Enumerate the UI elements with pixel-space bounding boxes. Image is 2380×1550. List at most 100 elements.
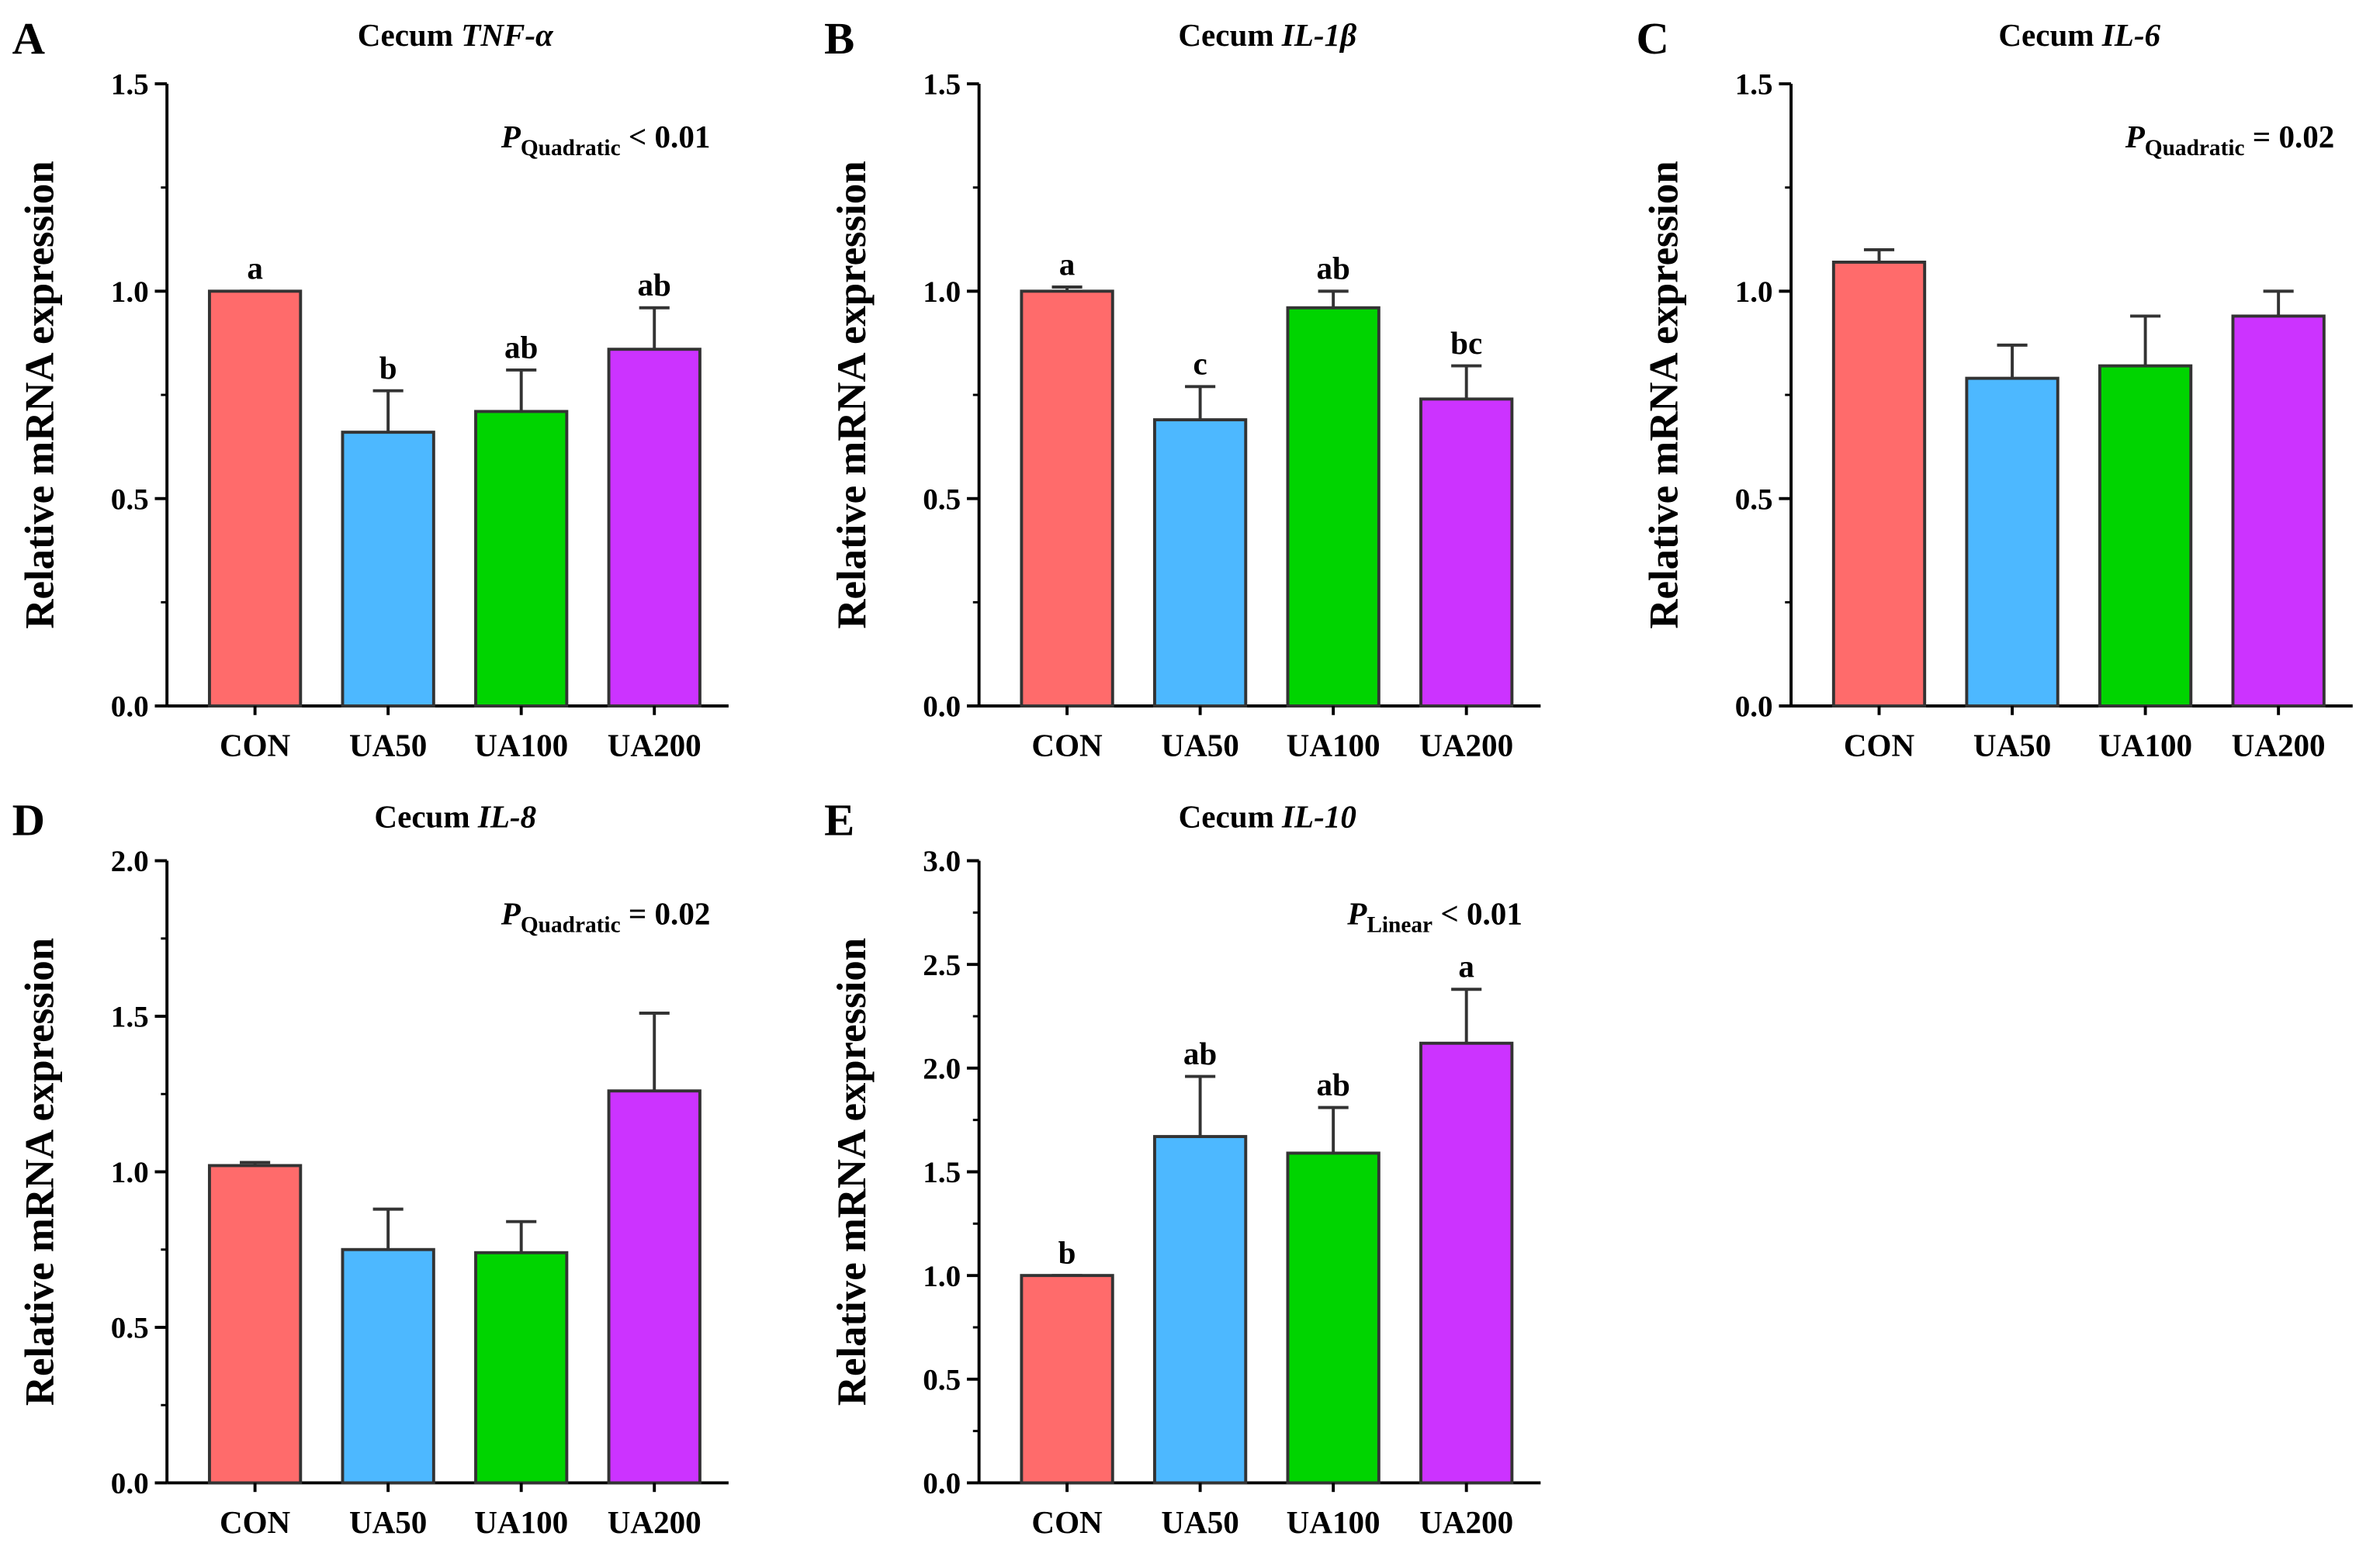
bar-ua50 [341,431,435,708]
p-value-text: = 0.02 [2245,119,2335,154]
bar-ua50 [341,1247,435,1485]
p-symbol: P [1346,896,1367,932]
bar-ua200 [1419,397,1514,708]
p-subscript: Quadratic [521,912,621,937]
x-tick-label: UA50 [1973,728,2051,763]
y-tick-label: 0.5 [923,483,961,516]
y-tick-label: 1.5 [111,68,149,102]
chart-title: Cecum IL-6 [1998,17,2160,53]
bar-con [207,289,303,708]
panel-c: C Cecum IL-6 Relative mRNA expression 0.0 0.… [1637,13,2353,763]
x-tick-label: UA100 [474,728,568,763]
y-tick-label: 3.0 [923,845,961,878]
p-value-annotation: PLinear < 0.01 [1346,896,1523,938]
title-prefix: Cecum [1998,17,2101,53]
bar-ua50 [1152,418,1248,708]
y-tick-label: 2.0 [923,1053,961,1086]
title-gene: TNF-α [461,17,554,53]
bar-con [1020,289,1114,708]
p-value-annotation: PQuadratic = 0.02 [2125,119,2335,161]
y-tick-label: 0.0 [923,690,961,724]
x-tick-label: UA100 [474,1504,568,1540]
y-tick-label: 0.5 [111,1312,149,1345]
panel-b: B Cecum IL-1β Relative mRNA expression 0.0 0… [824,13,1541,763]
y-tick-label: 1.0 [923,1260,961,1293]
significance-letter: a [247,251,263,286]
bar-con [1020,1274,1114,1485]
panel-letter: A [12,13,45,64]
chart-title: Cecum IL-10 [1179,798,1356,834]
x-tick-label: UA100 [1287,728,1381,763]
title-gene: IL-6 [2101,17,2161,53]
bar-ua200 [607,348,702,708]
y-axis-label: Relative mRNA expression [830,161,875,628]
x-tick-label: UA100 [1287,1504,1381,1540]
y-tick-label: 1.5 [923,1156,961,1189]
x-tick-label: CON [220,1504,291,1540]
significance-letter: ab [638,267,671,303]
bar-con [1831,260,1927,708]
x-tick-label: CON [220,728,291,763]
x-tick-label: CON [1031,1504,1103,1540]
significance-letter: ab [504,329,538,365]
y-tick-label: 1.0 [111,275,149,309]
panel-letter: D [12,794,45,845]
chart-title: Cecum IL-1β [1178,17,1356,53]
significance-letter: b [1058,1235,1076,1271]
x-tick-label: UA50 [349,1504,427,1540]
y-tick-label: 1.5 [923,68,961,102]
significance-letter: a [1458,949,1474,984]
p-symbol: P [501,119,521,154]
p-value-text: = 0.02 [621,896,711,932]
x-tick-label: CON [1031,728,1103,763]
bar-ua100 [1286,306,1381,708]
significance-letter: ab [1316,1067,1349,1102]
y-tick-label: 0.0 [111,1467,149,1500]
x-tick-label: UA200 [608,728,702,763]
bar-ua50 [1965,376,2060,708]
x-tick-label: UA50 [1161,728,1239,763]
title-gene: IL-10 [1281,798,1356,834]
p-value-text: < 0.01 [621,119,711,154]
y-tick-label: 1.0 [111,1156,149,1189]
significance-letter: bc [1450,325,1482,361]
p-symbol: P [2125,119,2146,154]
x-tick-label: UA200 [1419,728,1513,763]
y-tick-label: 2.5 [923,949,961,982]
y-tick-label: 1.0 [1735,275,1773,309]
bar-ua100 [474,1251,569,1485]
y-tick-label: 0.5 [923,1364,961,1397]
y-axis-label: Relative mRNA expression [17,938,62,1406]
chart-title: Cecum IL-8 [374,798,536,834]
title-prefix: Cecum [1179,798,1282,834]
panel-letter: B [824,13,854,64]
y-tick-label: 0.0 [1735,690,1773,724]
x-tick-label: UA200 [2232,728,2326,763]
p-value-annotation: PQuadratic < 0.01 [501,119,711,161]
y-tick-label: 0.0 [923,1467,961,1500]
panel-letter: E [824,794,854,845]
x-tick-label: UA200 [1419,1504,1513,1540]
p-subscript: Linear [1367,912,1433,937]
y-tick-label: 1.0 [923,275,961,309]
panel-d: D Cecum IL-8 Relative mRNA expression 0.0 0.… [12,794,729,1540]
significance-letter: ab [1183,1036,1217,1071]
bar-ua100 [474,410,569,708]
significance-letter: ab [1316,251,1349,286]
bar-ua100 [2098,364,2193,708]
title-prefix: Cecum [374,798,477,834]
bar-ua200 [2231,314,2326,708]
bar-ua200 [607,1089,702,1485]
y-tick-label: 0.5 [1735,483,1773,516]
y-axis-label: Relative mRNA expression [1641,161,1686,628]
chart-title: Cecum TNF-α [358,17,554,53]
y-tick-label: 1.5 [1735,68,1773,102]
x-tick-label: UA50 [1161,1504,1239,1540]
panel-a: A Cecum TNF-α Relative mRNA expression 0.0 0… [12,13,729,763]
y-tick-label: 2.0 [111,845,149,878]
p-subscript: Quadratic [521,136,621,161]
x-tick-label: CON [1844,728,1915,763]
x-tick-label: UA200 [608,1504,702,1540]
panel-letter: C [1637,13,1669,64]
